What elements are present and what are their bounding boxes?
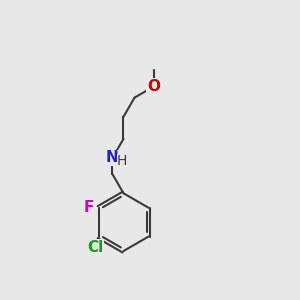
Text: O: O bbox=[147, 79, 160, 94]
Text: Cl: Cl bbox=[87, 240, 104, 255]
Text: F: F bbox=[84, 200, 94, 215]
Text: N: N bbox=[106, 151, 119, 166]
Text: H: H bbox=[117, 154, 128, 169]
